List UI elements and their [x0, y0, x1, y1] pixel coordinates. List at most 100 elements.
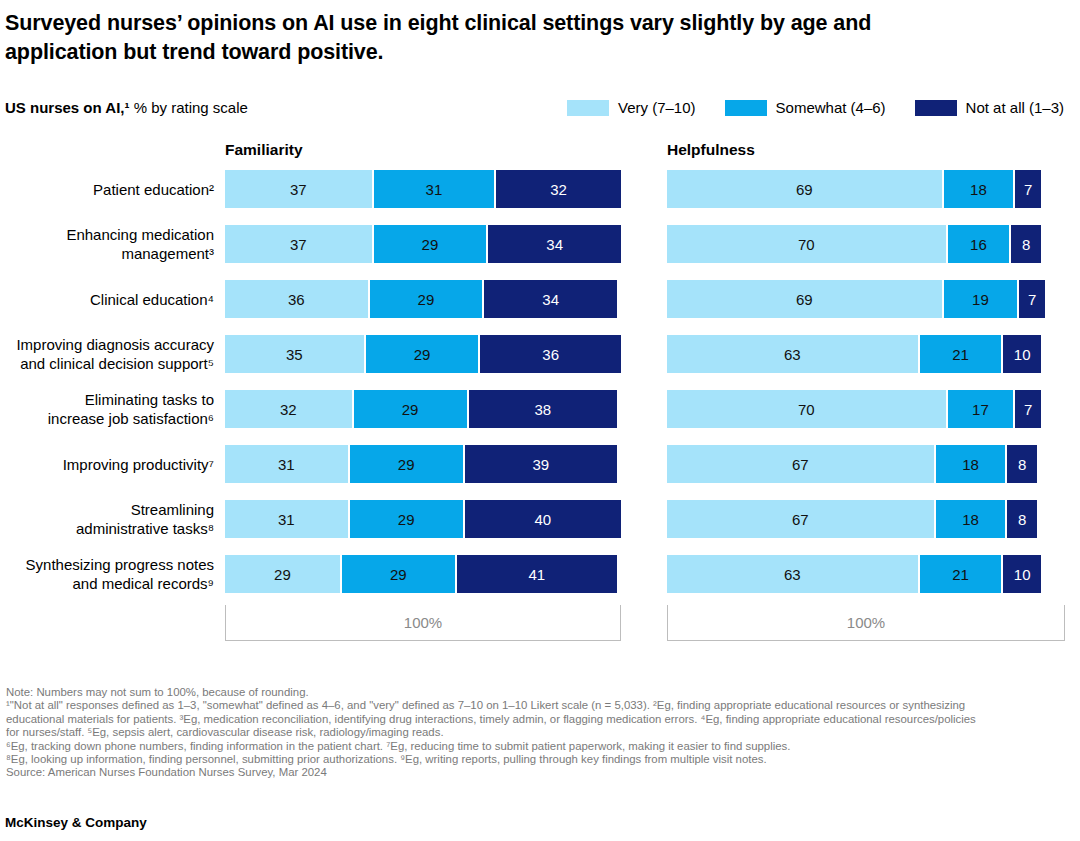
- footnote-line: for nurses/staff. ⁵Eg, sepsis alert, car…: [6, 726, 1080, 739]
- bar-segment: 31: [372, 170, 495, 208]
- chart-row: Improving productivity⁷312939 67188: [0, 445, 1080, 483]
- familiarity-bar: 292941: [225, 555, 621, 593]
- bar-segment: 29: [348, 500, 463, 538]
- helpfulness-bar: 67188: [667, 445, 1065, 483]
- bar-segment: 16: [946, 225, 1010, 263]
- row-label: Eliminating tasks toincrease job satisfa…: [0, 390, 225, 428]
- row-label: Clinical education⁴: [0, 280, 225, 318]
- helpfulness-bar: 69187: [667, 170, 1065, 208]
- legend-swatch-very: [567, 100, 609, 116]
- chart-row: Patient education²373132 69187: [0, 170, 1080, 208]
- familiarity-bar: 352936: [225, 335, 621, 373]
- bar-segment: 29: [368, 280, 483, 318]
- helpfulness-axis-bracket: 100%: [667, 605, 1065, 641]
- helpfulness-bar: 632110: [667, 335, 1065, 373]
- bar-segment: 29: [372, 225, 487, 263]
- bar-segment: 29: [364, 335, 479, 373]
- bar-segment: 21: [918, 335, 1002, 373]
- bar-segment: 8: [1005, 500, 1037, 538]
- familiarity-bar: 362934: [225, 280, 621, 318]
- title-line-1: Surveyed nurses’ opinions on AI use in e…: [5, 9, 1060, 38]
- helpfulness-bar: 67188: [667, 500, 1065, 538]
- legend-label-very: Very (7–10): [618, 99, 696, 116]
- legend-label-not-at-all: Not at all (1–3): [966, 99, 1064, 116]
- bar-segment: 67: [667, 445, 934, 483]
- bar-segment: 67: [667, 500, 934, 538]
- row-label: Streamliningadministrative tasks⁸: [0, 500, 225, 538]
- familiarity-bar: 312940: [225, 500, 621, 538]
- footnote-line: ¹"Not at all" responses defined as 1–3, …: [6, 699, 1080, 712]
- bar-segment: 37: [225, 225, 372, 263]
- bar-segment: 35: [225, 335, 364, 373]
- bar-segment: 7: [1013, 170, 1041, 208]
- page: Surveyed nurses’ opinions on AI use in e…: [0, 0, 1080, 841]
- familiarity-bar: 373132: [225, 170, 621, 208]
- chart-row: Eliminating tasks toincrease job satisfa…: [0, 390, 1080, 428]
- familiarity-axis-bracket: 100%: [225, 605, 621, 641]
- bar-segment: 8: [1009, 225, 1041, 263]
- subtitle-rest: % by rating scale: [129, 99, 247, 116]
- legend-item-very: Very (7–10): [567, 99, 696, 116]
- footnotes: Note: Numbers may not sum to 100%, becau…: [6, 686, 1080, 780]
- bar-segment: 31: [225, 500, 348, 538]
- chart-row: Synthesizing progress notesand medical r…: [0, 555, 1080, 593]
- panel-header-familiarity: Familiarity: [225, 141, 621, 159]
- helpfulness-bar: 632110: [667, 555, 1065, 593]
- bar-segment: 17: [946, 390, 1014, 428]
- bar-segment: 18: [934, 445, 1006, 483]
- bar-segment: 63: [667, 335, 918, 373]
- bar-segment: 10: [1001, 335, 1041, 373]
- bar-segment: 36: [225, 280, 368, 318]
- bar-segment: 18: [934, 500, 1006, 538]
- panel-headers: Familiarity Helpfulness: [0, 141, 1080, 159]
- helpfulness-bar: 69197: [667, 280, 1065, 318]
- title-line-2: application but trend toward positive.: [5, 38, 1060, 67]
- familiarity-bar: 322938: [225, 390, 621, 428]
- bar-segment: 41: [455, 555, 617, 593]
- bar-segment: 18: [942, 170, 1014, 208]
- bar-segment: 29: [348, 445, 463, 483]
- footnote-line: ⁸Eg, looking up information, finding per…: [6, 753, 1080, 766]
- bar-segment: 29: [352, 390, 467, 428]
- bar-segment: 34: [486, 225, 621, 263]
- stacked-bar-chart: Familiarity Helpfulness Patient educatio…: [0, 141, 1080, 641]
- chart-row: Improving diagnosis accuracyand clinical…: [0, 335, 1080, 373]
- bar-segment: 32: [494, 170, 621, 208]
- chart-row: Enhancing medicationmanagement³372934 701…: [0, 225, 1080, 263]
- bar-segment: 40: [463, 500, 621, 538]
- subtitle-bold: US nurses on AI,¹: [5, 99, 129, 116]
- mckinsey-wordmark: McKinsey & Company: [5, 815, 1080, 830]
- page-title: Surveyed nurses’ opinions on AI use in e…: [0, 0, 1080, 66]
- familiarity-bar: 312939: [225, 445, 621, 483]
- bar-segment: 29: [340, 555, 455, 593]
- legend: Very (7–10) Somewhat (4–6) Not at all (1…: [567, 99, 1064, 116]
- chart-row: Clinical education⁴362934 69197: [0, 280, 1080, 318]
- bar-segment: 10: [1001, 555, 1041, 593]
- subtitle-row: US nurses on AI,¹ % by rating scale Very…: [5, 99, 1064, 116]
- bar-segment: 36: [478, 335, 621, 373]
- legend-label-somewhat: Somewhat (4–6): [776, 99, 886, 116]
- bar-segment: 7: [1017, 280, 1045, 318]
- legend-swatch-not-at-all: [915, 100, 957, 116]
- bar-segment: 19: [942, 280, 1018, 318]
- legend-swatch-somewhat: [725, 100, 767, 116]
- row-label: Enhancing medicationmanagement³: [0, 225, 225, 263]
- bar-segment: 8: [1005, 445, 1037, 483]
- bar-segment: 38: [467, 390, 617, 428]
- chart-rows: Patient education²37313269187Enhancing m…: [0, 170, 1080, 593]
- bar-segment: 7: [1013, 390, 1041, 428]
- helpfulness-bar: 70168: [667, 225, 1065, 263]
- panel-header-helpfulness: Helpfulness: [667, 141, 1065, 159]
- familiarity-bar: 372934: [225, 225, 621, 263]
- legend-item-not-at-all: Not at all (1–3): [915, 99, 1064, 116]
- footnote-line: Note: Numbers may not sum to 100%, becau…: [6, 686, 1080, 699]
- bar-segment: 32: [225, 390, 352, 428]
- row-label: Improving productivity⁷: [0, 445, 225, 483]
- row-label: Patient education²: [0, 170, 225, 208]
- chart-row: Streamliningadministrative tasks⁸312940 6…: [0, 500, 1080, 538]
- bar-segment: 34: [482, 280, 617, 318]
- bar-segment: 69: [667, 170, 942, 208]
- bar-segment: 29: [225, 555, 340, 593]
- bar-segment: 69: [667, 280, 942, 318]
- helpfulness-bar: 70177: [667, 390, 1065, 428]
